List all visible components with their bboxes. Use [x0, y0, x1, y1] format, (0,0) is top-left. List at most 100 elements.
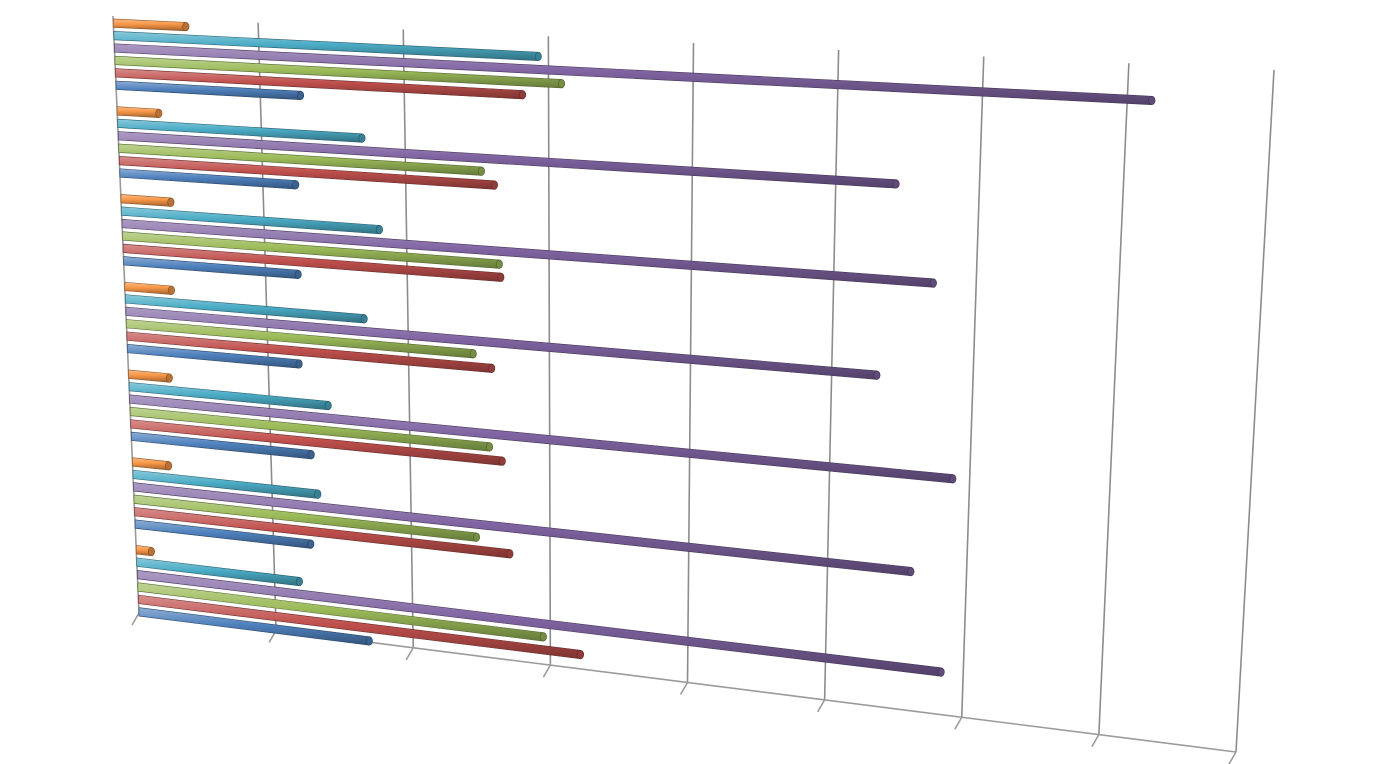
gridline — [960, 56, 985, 718]
bar — [137, 569, 945, 677]
bar-end-cap — [469, 349, 477, 359]
bar — [118, 143, 485, 176]
bar-end-cap — [949, 474, 957, 484]
bar — [113, 31, 542, 61]
bar-end-cap — [167, 197, 175, 207]
bar-body — [124, 281, 172, 295]
bar-end-cap — [488, 363, 496, 373]
bar-end-cap — [539, 632, 547, 642]
bar-end-cap — [577, 650, 585, 660]
bar — [138, 594, 585, 660]
floor-tick — [405, 647, 414, 661]
bar-end-cap — [307, 539, 315, 549]
bar — [118, 156, 498, 190]
bar — [128, 369, 173, 383]
bar-end-cap — [147, 546, 155, 557]
bar-body — [120, 194, 172, 207]
bar-end-cap — [490, 180, 498, 190]
bar-end-cap — [165, 373, 173, 383]
floor-tick — [679, 682, 689, 695]
bar-end-cap — [558, 79, 566, 89]
bar-body — [132, 457, 169, 471]
bar — [128, 382, 332, 411]
bar — [132, 469, 322, 499]
gridline — [1235, 69, 1275, 753]
bar — [134, 507, 514, 559]
bar-body — [116, 106, 160, 118]
bar-end-cap — [907, 566, 915, 577]
bar-end-cap — [937, 667, 945, 677]
bar-end-cap — [360, 314, 368, 324]
bar-end-cap — [892, 179, 900, 189]
bar — [126, 319, 477, 359]
gridline — [1098, 63, 1130, 735]
bar-end-cap — [167, 285, 175, 295]
bar — [137, 582, 547, 642]
bar-end-cap — [314, 489, 322, 499]
bar-end-cap — [534, 51, 542, 61]
bar-end-cap — [497, 272, 505, 282]
bar — [130, 419, 506, 466]
bar — [114, 55, 566, 89]
bar-end-cap — [506, 549, 514, 559]
bar — [120, 194, 175, 207]
grid — [112, 15, 1275, 764]
bar-end-cap — [295, 359, 303, 369]
bar — [119, 168, 300, 190]
bar-body — [113, 18, 187, 32]
bar — [134, 519, 315, 549]
bar-end-cap — [292, 180, 300, 190]
bar — [129, 406, 494, 452]
bar-end-cap — [375, 225, 383, 235]
floor-tick — [816, 699, 826, 713]
bar — [114, 43, 1156, 106]
bar — [117, 131, 900, 189]
bar-end-cap — [498, 456, 506, 466]
bar-end-cap — [1148, 95, 1156, 106]
bar-end-cap — [294, 269, 302, 279]
floor-tick — [1228, 751, 1237, 764]
bar-end-cap — [365, 636, 373, 646]
bar-end-cap — [519, 90, 527, 100]
bar — [116, 106, 163, 118]
bar — [129, 394, 957, 484]
bar — [121, 218, 937, 288]
bar — [127, 343, 303, 369]
bar-end-cap — [477, 166, 485, 176]
bar — [122, 243, 505, 282]
bar — [133, 482, 915, 577]
bars — [113, 18, 1156, 677]
bar-end-cap — [358, 133, 366, 143]
floor-tick — [1091, 734, 1100, 748]
bar-end-cap — [495, 259, 503, 269]
bar-end-cap — [297, 90, 305, 101]
bar-end-cap — [873, 370, 881, 380]
bar — [122, 231, 503, 269]
bar — [125, 306, 881, 380]
bar — [138, 607, 373, 646]
bar — [126, 331, 496, 373]
bar-body — [128, 369, 170, 383]
bar — [121, 206, 383, 235]
bar-end-cap — [486, 442, 494, 452]
bar — [115, 80, 305, 101]
bar — [123, 256, 302, 280]
bar — [115, 68, 527, 100]
bar-end-cap — [182, 22, 190, 32]
bar-end-cap — [929, 278, 937, 288]
bar — [124, 281, 175, 295]
bar — [131, 431, 315, 460]
bar — [132, 457, 173, 471]
bar-end-cap — [473, 532, 481, 542]
bar — [125, 294, 368, 324]
bar-end-cap — [295, 577, 303, 587]
bar — [136, 557, 303, 587]
bar — [117, 118, 366, 143]
bar — [133, 494, 481, 542]
bar-end-cap — [155, 108, 163, 118]
floor-tick — [542, 664, 552, 678]
floor-tick — [131, 612, 140, 626]
bar-end-cap — [324, 401, 332, 411]
